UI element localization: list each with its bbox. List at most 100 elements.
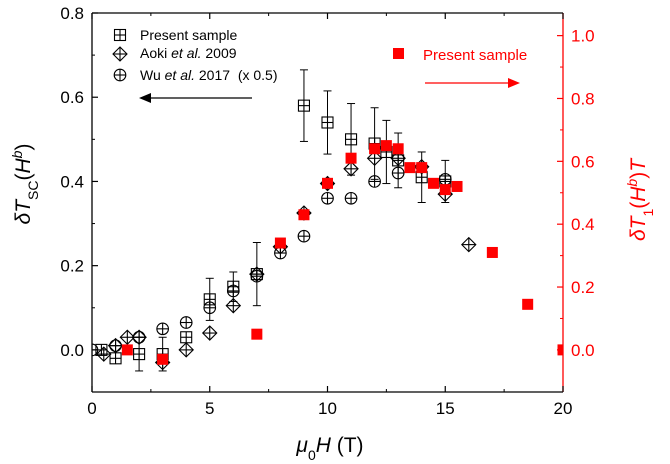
data-point: [109, 339, 122, 353]
data-point: [438, 172, 452, 186]
legend-entry-wu: Wu et al. 2017 (x 0.5): [113, 67, 278, 83]
marker-fill: [451, 180, 463, 192]
marker-fill: [427, 177, 439, 189]
marker-fill: [522, 298, 534, 310]
data-point: [451, 180, 463, 192]
data-point: [95, 346, 112, 362]
data-point: [251, 328, 263, 340]
legend-diamond-plus-marker: [112, 46, 128, 62]
right-arrow: [425, 78, 520, 88]
right-annotation-marker: [393, 48, 404, 59]
data-point: [133, 348, 146, 361]
x-axis-label: μ0H (T): [295, 434, 363, 463]
data-point: [180, 331, 193, 344]
marker-fill: [251, 328, 263, 340]
right-tick-label: 0.4: [571, 215, 595, 234]
data-point: [345, 152, 357, 164]
data-point: [274, 246, 287, 260]
x-tick-label: 20: [554, 399, 573, 418]
data-point: [344, 191, 358, 205]
marker-fill: [121, 344, 133, 356]
x-tick-label: 0: [87, 399, 96, 418]
data-point: [344, 133, 358, 146]
data-point: [486, 246, 498, 258]
marker-fill: [404, 162, 416, 174]
x-tick-label: 10: [318, 399, 337, 418]
annotations: Present sample: [139, 47, 527, 103]
marker-fill: [380, 140, 392, 152]
data-point: [522, 298, 534, 310]
data-point: [250, 269, 264, 283]
right-tick-label: 1.0: [571, 27, 595, 46]
marker-fill: [322, 177, 333, 189]
data-point: [343, 161, 359, 177]
data-point: [157, 353, 169, 365]
left-axis: 0.0 0.2 0.4 0.6 0.8: [60, 4, 98, 393]
legend-entry-aoki: Aoki et al. 2009: [112, 45, 237, 62]
legend-marker: [113, 28, 127, 42]
data-point: [369, 143, 381, 155]
legend-circle-plus-marker: [113, 68, 127, 82]
marker-fill: [557, 344, 563, 356]
y-axis-title-left: δTSC(Hb): [9, 144, 41, 225]
marker-fill: [157, 353, 169, 365]
x-tick-label: 5: [205, 399, 214, 418]
legend-label: Aoki et al. 2009: [140, 45, 237, 61]
right-tick-label: 0.0: [571, 341, 595, 360]
left-tick-label: 0.4: [60, 172, 84, 191]
data-point: [179, 316, 193, 329]
data-point: [225, 297, 242, 314]
data-point: [297, 99, 311, 112]
marker-fill: [298, 209, 310, 221]
left-tick-label: 0.0: [60, 341, 84, 360]
data-point: [404, 162, 416, 174]
left-tick-label: 0.6: [60, 88, 84, 107]
y-axis-title-right: δT1(Hb)T: [624, 157, 656, 241]
marker-fill: [416, 162, 428, 174]
data-point: [109, 352, 122, 365]
legend-marker: [113, 68, 127, 82]
data-point: [557, 344, 563, 356]
legend-marker: [112, 46, 128, 62]
legend-label: Wu et al. 2017 (x 0.5): [140, 67, 278, 83]
data-point: [439, 184, 451, 196]
left-axis-label: δTSC(Hb): [9, 144, 41, 225]
data-point: [203, 301, 217, 315]
data-point: [461, 236, 477, 253]
right-tick-label: 0.6: [571, 152, 595, 171]
data-point: [368, 175, 381, 188]
data-point: [321, 116, 334, 129]
data-point: [132, 330, 146, 344]
left-tick-label: 0.8: [60, 4, 84, 23]
left-arrow: [139, 93, 252, 103]
right-tick-label: 0.2: [571, 278, 595, 297]
marker-fill: [345, 152, 357, 164]
legend-label: Present sample: [140, 27, 237, 43]
data-point: [392, 143, 404, 155]
legend: Present sample Aoki et al. 2009 Wu et al…: [112, 27, 278, 83]
data-point: [321, 191, 334, 205]
data-markers: [92, 69, 563, 372]
data-point: [427, 177, 439, 189]
right-tick-label: 0.8: [571, 89, 595, 108]
x-axis: 0 5 10 15 20: [87, 13, 572, 418]
data-point: [121, 344, 133, 356]
data-point: [178, 342, 194, 358]
x-axis-title: μ0H (T): [295, 434, 363, 463]
right-annotation-label: Present sample: [423, 47, 527, 64]
legend-entry-present-sample: Present sample: [113, 27, 237, 43]
data-point: [156, 322, 169, 336]
data-point: [298, 209, 310, 221]
right-axis-label: δT1(Hb)T: [624, 157, 656, 241]
marker-fill: [392, 143, 404, 155]
data-point: [92, 343, 99, 357]
data-point: [322, 177, 333, 189]
marker-fill: [369, 143, 381, 155]
legend-square-plus-marker: [113, 28, 127, 42]
marker-fill: [274, 237, 286, 249]
x-tick-label: 15: [436, 399, 455, 418]
data-point: [274, 237, 286, 249]
left-tick-label: 0.2: [60, 257, 84, 276]
data-point: [297, 229, 311, 243]
